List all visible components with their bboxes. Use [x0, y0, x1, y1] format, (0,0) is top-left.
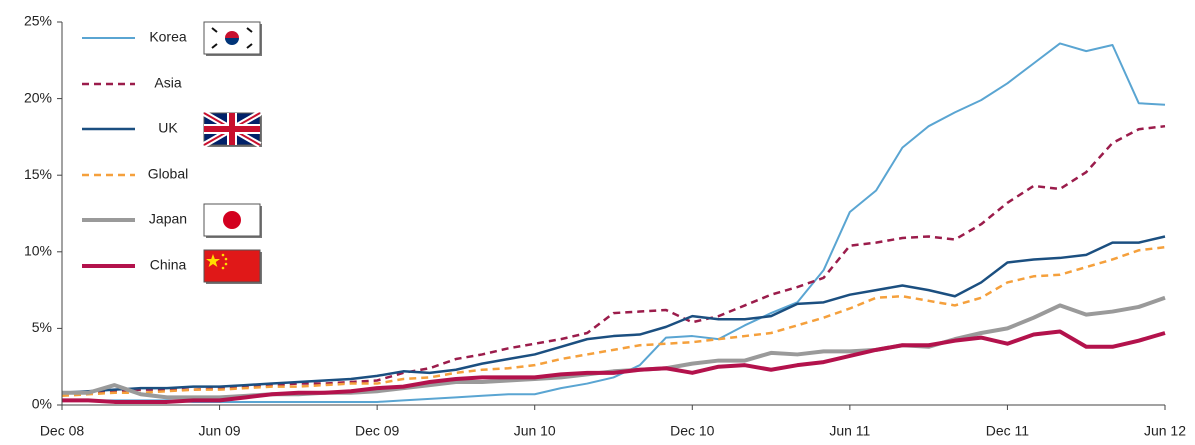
line-series — [61, 235, 1166, 394]
flag-japan — [203, 203, 262, 238]
y-tick-label: 5% — [32, 319, 52, 335]
legend-label: Global — [148, 166, 188, 182]
x-tick-label: Jun 12 — [1144, 423, 1186, 439]
legend-label: UK — [158, 120, 178, 136]
y-tick-label: 25% — [24, 13, 52, 29]
flag-uk — [202, 110, 262, 148]
legend-label: Korea — [149, 29, 187, 45]
x-tick-label: Dec 08 — [40, 423, 85, 439]
line-series — [62, 329, 1166, 404]
legend-label: Japan — [149, 211, 187, 227]
x-tick-label: Dec 11 — [986, 423, 1030, 439]
flag-korea — [203, 21, 262, 56]
legend: Korea Asia UK Global Japan China — [82, 21, 262, 284]
flag-china — [203, 249, 262, 284]
line-series — [61, 245, 1166, 398]
x-tick-label: Dec 09 — [355, 423, 400, 439]
line-series — [62, 124, 1166, 394]
plot-area — [61, 42, 1166, 404]
x-tick-label: Jun 10 — [514, 423, 556, 439]
legend-label: Asia — [154, 75, 181, 91]
x-tick-label: Jun 09 — [199, 423, 241, 439]
y-tick-label: 0% — [32, 396, 52, 412]
line-series — [62, 42, 1166, 403]
y-tick-label: 20% — [24, 89, 52, 105]
legend-label: China — [150, 257, 187, 273]
y-tick-label: 15% — [24, 166, 52, 182]
y-tick-label: 10% — [24, 243, 52, 259]
x-tick-label: Jun 11 — [829, 423, 870, 439]
x-tick-label: Dec 10 — [670, 423, 715, 439]
